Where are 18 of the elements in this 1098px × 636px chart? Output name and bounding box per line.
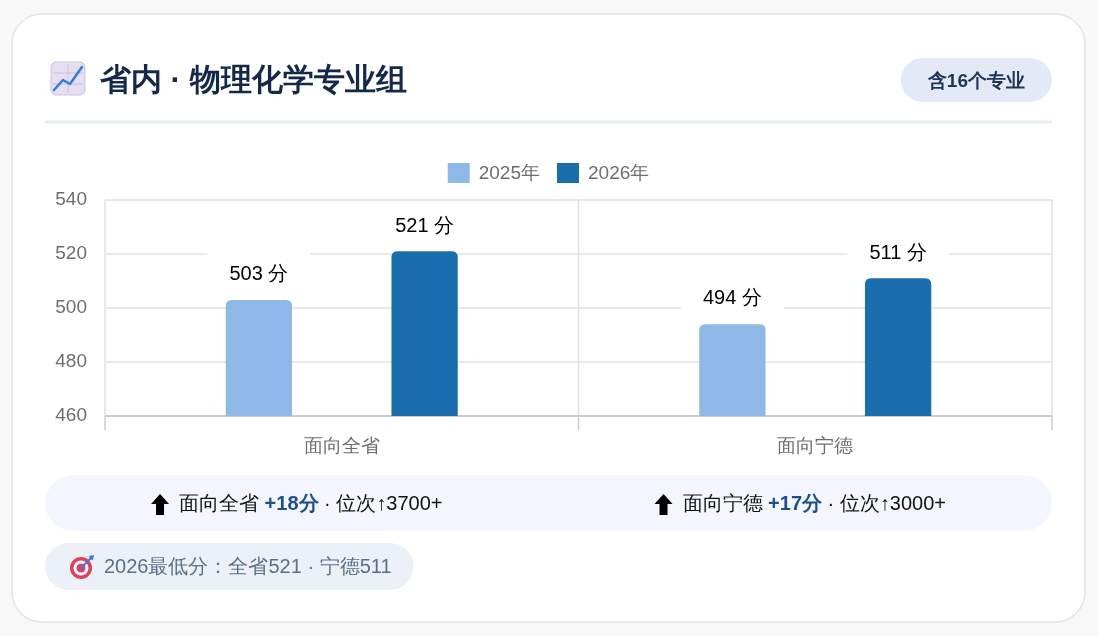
title: 省内 · 物理化学专业组 [100, 62, 407, 97]
annotation: 面向宁德 +17分 · 位次↑3000+ [682, 492, 946, 515]
legend-label: 2026年 [588, 162, 650, 184]
x-tick-label: 面向宁德 [777, 435, 854, 456]
data-label: 521 分 [395, 213, 455, 236]
data-label: 494 分 [702, 286, 762, 309]
y-tick-label: 460 [55, 404, 87, 425]
y-tick-label: 500 [55, 296, 87, 317]
annotation: 含16个专业 [927, 70, 1025, 91]
annotation: 面向全省 +18分 · 位次↑3700+ [179, 492, 443, 515]
annotation: 2026最低分：全省521 · 宁德511 [104, 555, 392, 578]
y-tick-label: 540 [55, 188, 87, 209]
data-label: 503 分 [229, 262, 289, 285]
y-tick-label: 480 [55, 350, 87, 371]
x-tick-label: 面向全省 [303, 435, 380, 456]
data-label: 511 分 [869, 240, 927, 263]
legend-label: 2025年 [478, 162, 540, 184]
y-tick-label: 520 [55, 242, 87, 263]
